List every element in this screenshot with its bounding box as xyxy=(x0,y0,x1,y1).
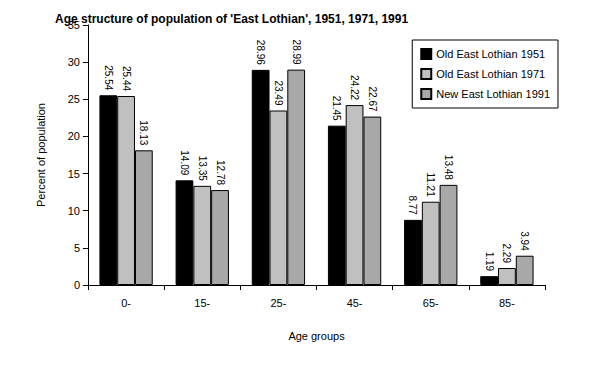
svg-text:13.48: 13.48 xyxy=(443,155,454,180)
svg-text:14.09: 14.09 xyxy=(179,150,190,175)
svg-text:2.29: 2.29 xyxy=(501,244,512,264)
svg-text:Old East Lothian 1971: Old East Lothian 1971 xyxy=(436,68,545,80)
svg-text:30: 30 xyxy=(68,56,80,68)
svg-text:Age groups: Age groups xyxy=(288,330,345,342)
svg-text:18.13: 18.13 xyxy=(138,120,149,145)
svg-text:23.49: 23.49 xyxy=(273,80,284,105)
svg-text:Age structure of population of: Age structure of population of 'East Lot… xyxy=(55,12,408,26)
svg-text:28.99: 28.99 xyxy=(291,40,302,65)
svg-text:45-: 45- xyxy=(347,297,363,309)
svg-text:15-: 15- xyxy=(194,297,210,309)
svg-text:0: 0 xyxy=(74,279,80,291)
svg-text:New East Lothian 1991: New East Lothian 1991 xyxy=(436,88,550,100)
svg-text:25.54: 25.54 xyxy=(103,65,114,90)
svg-text:10: 10 xyxy=(68,205,80,217)
svg-text:3.94: 3.94 xyxy=(519,231,530,251)
svg-text:24.22: 24.22 xyxy=(349,75,360,100)
svg-text:25.44: 25.44 xyxy=(121,66,132,91)
svg-text:Percent of population: Percent of population xyxy=(35,103,47,207)
svg-text:8.77: 8.77 xyxy=(407,195,418,215)
svg-text:15: 15 xyxy=(68,168,80,180)
svg-text:22.67: 22.67 xyxy=(367,87,378,112)
svg-text:21.45: 21.45 xyxy=(331,96,342,121)
svg-text:25-: 25- xyxy=(270,297,286,309)
svg-text:65-: 65- xyxy=(423,297,439,309)
svg-text:11.21: 11.21 xyxy=(425,172,436,197)
svg-text:28.96: 28.96 xyxy=(255,40,266,65)
svg-text:85-: 85- xyxy=(499,297,515,309)
svg-text:Old East Lothian 1951: Old East Lothian 1951 xyxy=(436,48,545,60)
svg-text:1.19: 1.19 xyxy=(484,252,495,272)
svg-text:5: 5 xyxy=(74,242,80,254)
svg-text:13.35: 13.35 xyxy=(197,156,208,181)
svg-text:0-: 0- xyxy=(121,297,131,309)
svg-text:20: 20 xyxy=(68,130,80,142)
svg-text:12.78: 12.78 xyxy=(215,160,226,185)
svg-text:25: 25 xyxy=(68,93,80,105)
